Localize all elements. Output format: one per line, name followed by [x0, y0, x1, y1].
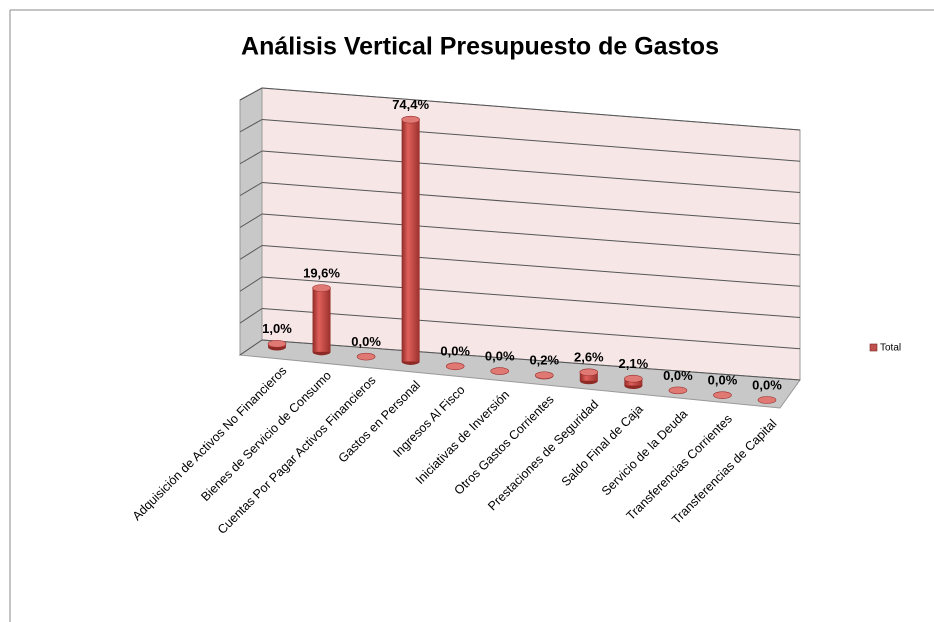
side-grid-line — [239, 182, 263, 197]
data-label: 74,4% — [392, 97, 429, 112]
bar-top — [267, 339, 287, 348]
bar-top — [356, 352, 376, 361]
side-grid-line — [239, 87, 263, 101]
side-grid-line — [239, 150, 263, 165]
data-label: 1,0% — [262, 321, 292, 336]
legend-label: Total — [880, 343, 901, 354]
bar-top — [445, 362, 465, 371]
x-tick-label: Iniciativas de Inversión — [413, 388, 512, 487]
data-label: 0,0% — [708, 373, 738, 388]
data-label: 0,0% — [351, 334, 381, 349]
grid-line — [261, 245, 801, 287]
x-tick-label: Gastos en Personal — [336, 378, 424, 466]
data-label: 0,2% — [529, 353, 559, 368]
bar-top — [757, 396, 777, 404]
data-label: 19,6% — [303, 266, 340, 281]
legend-swatch — [869, 343, 878, 352]
x-tick-label: Saldo Final de Caja — [559, 402, 646, 489]
data-label: 0,0% — [485, 349, 515, 364]
bar — [401, 119, 420, 362]
bar-top — [668, 386, 688, 395]
grid-line — [261, 276, 801, 318]
side-grid-line — [239, 213, 263, 228]
bar-top — [312, 284, 331, 292]
bar — [312, 288, 331, 352]
bar-top — [401, 115, 420, 124]
bar-top — [713, 391, 732, 399]
side-grid-line — [239, 119, 263, 133]
grid-line — [261, 119, 801, 162]
side-wall — [239, 87, 263, 356]
side-grid-line — [239, 276, 263, 292]
grid-line — [261, 308, 801, 350]
side-grid-line — [239, 245, 263, 260]
data-label: 0,0% — [663, 368, 693, 383]
bar-top — [579, 368, 599, 377]
data-label: 0,0% — [440, 344, 470, 359]
bar-top — [490, 367, 510, 375]
x-tick-label: Transferencias de Capital — [669, 417, 779, 527]
grid-line — [261, 339, 801, 381]
x-tick-label: Otros Gastos Corrientes — [452, 392, 557, 497]
data-label: 2,1% — [619, 356, 649, 371]
chart-title: Análisis Vertical Presupuesto de Gastos — [241, 33, 719, 61]
side-grid-line — [239, 339, 263, 356]
bar-top — [624, 374, 643, 383]
data-label: 0,0% — [752, 377, 782, 392]
bar — [579, 372, 598, 381]
grid-line — [261, 87, 801, 131]
x-tick-label: Servicio de la Deuda — [599, 407, 690, 498]
data-label: 2,6% — [574, 350, 604, 365]
grid-line — [261, 213, 801, 256]
grid-line — [261, 150, 801, 193]
bar-top — [534, 371, 554, 380]
side-grid-line — [239, 308, 263, 324]
grid-line — [261, 182, 801, 225]
